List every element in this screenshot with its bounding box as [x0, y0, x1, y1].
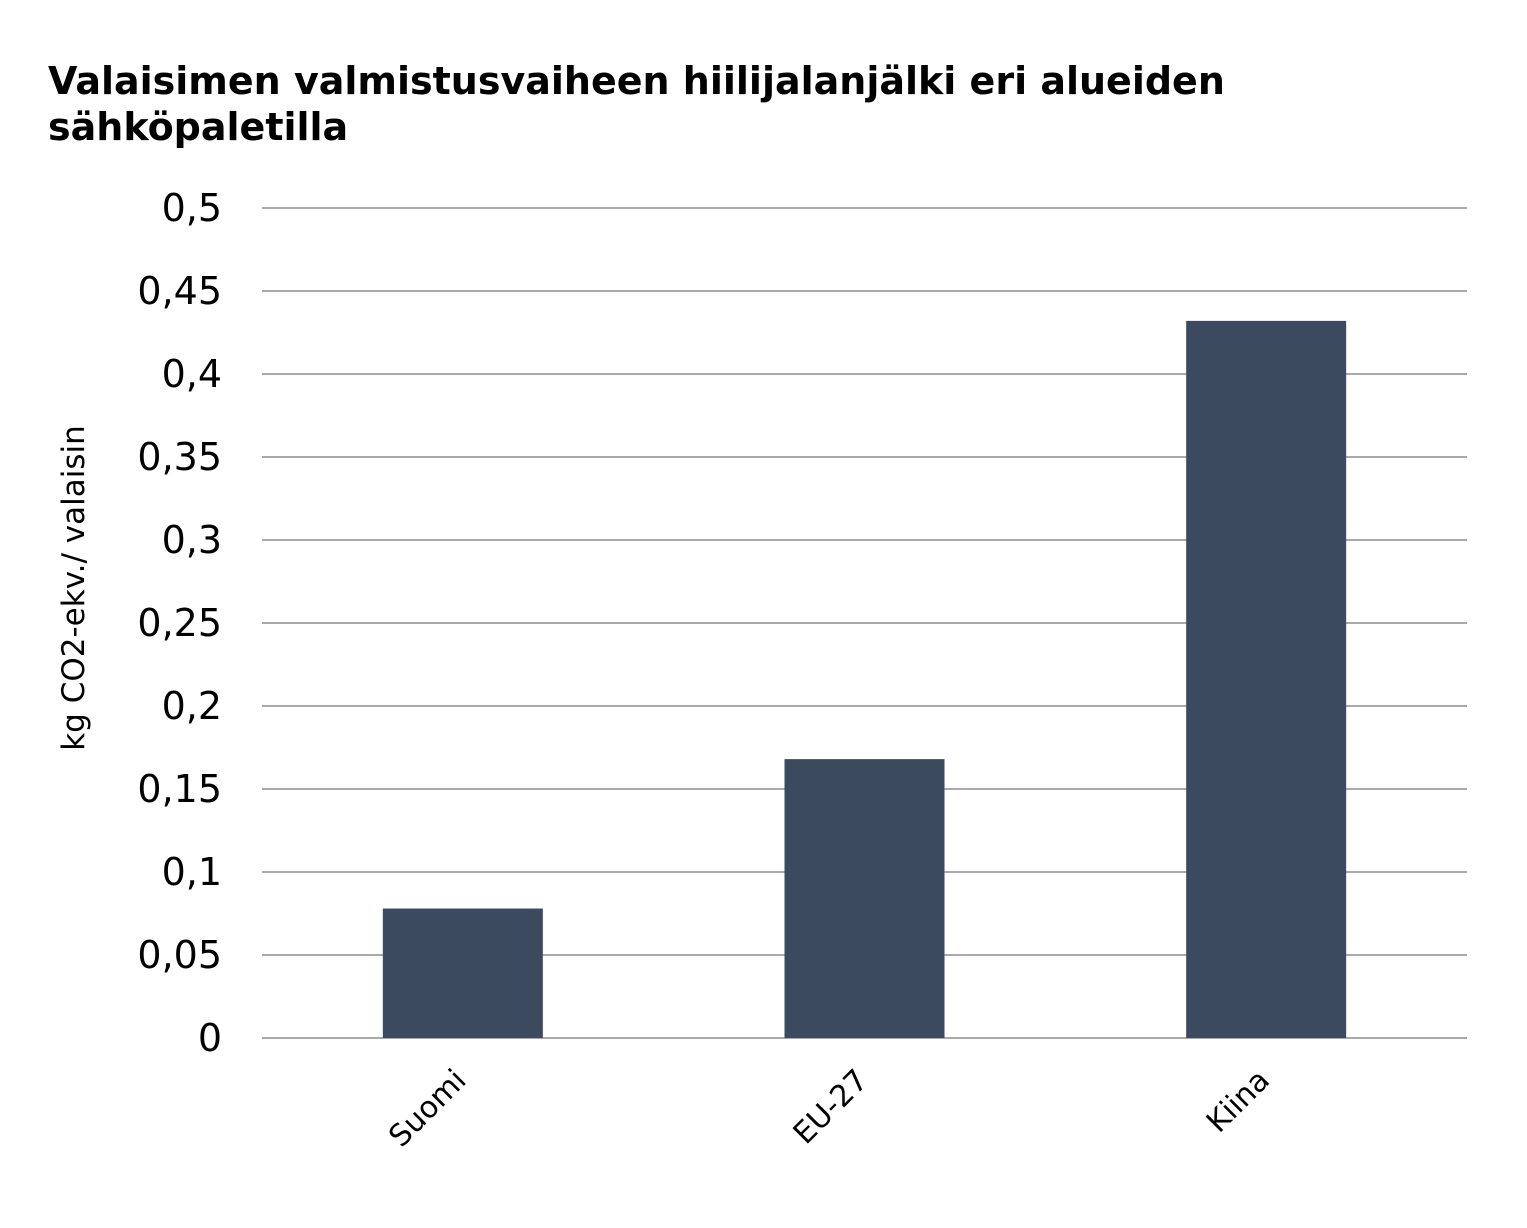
bar-eu-27 — [784, 759, 945, 1038]
y-tick-label: 0 — [198, 1016, 222, 1060]
y-tick-label: 0,15 — [137, 767, 222, 811]
y-axis-title: kg CO2-ekv./ valaisin — [56, 425, 92, 751]
y-tick-label: 0,05 — [137, 933, 222, 977]
y-tick-label: 0,45 — [137, 269, 222, 313]
y-tick-label: 0,25 — [137, 601, 222, 645]
y-tick-label: 0,1 — [162, 850, 222, 894]
y-tick-label: 0,5 — [162, 186, 222, 230]
bars — [382, 320, 1347, 1038]
x-tick-label: EU-27 — [787, 1063, 875, 1151]
y-axis-tick-labels: 0 0,05 0,1 0,15 0,2 0,25 0,3 0,35 0,4 0,45 0,5 — [137, 186, 222, 1060]
chart-title: Valaisimen valmistusvaiheen hiilijalanjä… — [48, 59, 1225, 149]
x-tick-label: Suomi — [382, 1063, 473, 1154]
y-tick-label: 0,2 — [162, 684, 222, 728]
x-tick-label: Kiina — [1200, 1063, 1277, 1140]
y-tick-label: 0,4 — [162, 352, 222, 396]
bar-kiina — [1186, 320, 1347, 1038]
y-tick-label: 0,35 — [137, 435, 222, 479]
y-tick-label: 0,3 — [162, 518, 222, 562]
x-axis-category-labels: Suomi EU-27 Kiina — [382, 1063, 1277, 1154]
bar-suomi — [382, 908, 543, 1038]
